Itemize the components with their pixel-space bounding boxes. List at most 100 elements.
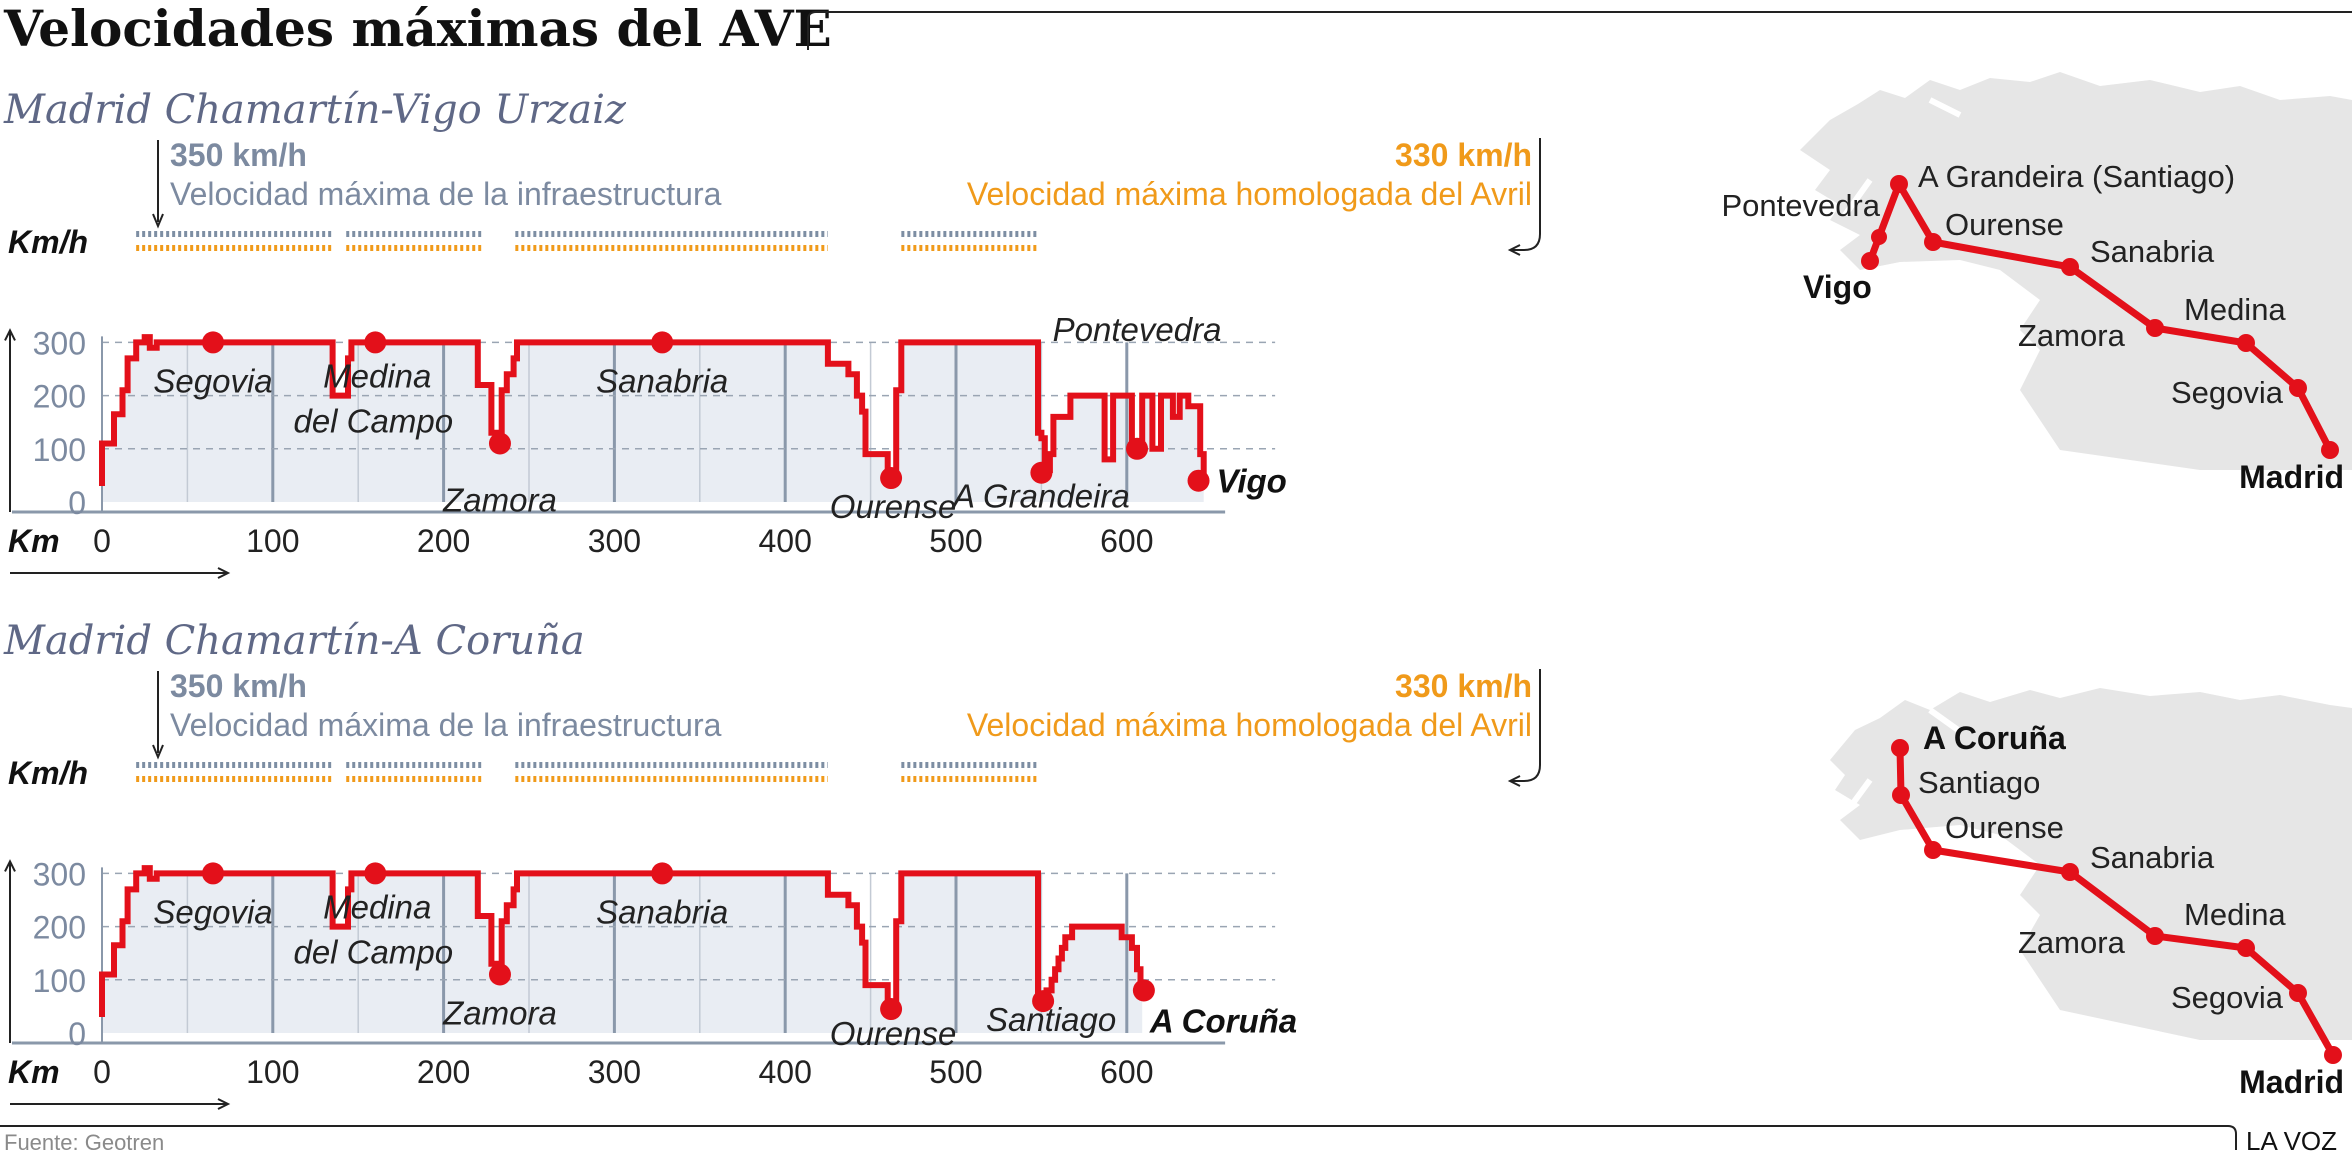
- annotation-infra-value: 350 km/h: [170, 668, 307, 704]
- map-dot-vigo: [1861, 252, 1879, 270]
- y-tick-label: 100: [33, 963, 86, 999]
- map-label-medina: Medina: [2184, 292, 2286, 327]
- chart-title: Madrid Chamartín-A Coruña: [3, 618, 585, 664]
- map-label-segovia: Segovia: [2171, 980, 2284, 1015]
- x-tick-label: 300: [588, 523, 641, 559]
- station-dot: [1187, 469, 1210, 492]
- station-label: Ourense: [830, 488, 957, 525]
- map-coast-detail: [1842, 97, 1962, 217]
- map-route-coruna: [1896, 747, 2337, 1057]
- x-tick-label: 400: [759, 523, 812, 559]
- map-dot-ourense: [1924, 233, 1942, 251]
- annotation-infra-text: Velocidad máxima de la infraestructura: [170, 707, 722, 743]
- x-tick-label: 0: [93, 523, 111, 559]
- y-tick-label: 200: [33, 379, 86, 415]
- station-dot: [488, 963, 511, 986]
- station-label-line: Medina: [323, 357, 431, 394]
- map-dot-ourense: [1924, 841, 1942, 859]
- station-dot: [1032, 990, 1055, 1013]
- x-axis-arrow: [10, 1098, 231, 1110]
- station-dot: [1030, 461, 1053, 484]
- x-tick-label: 300: [588, 1054, 641, 1090]
- y-tick-label: 0: [68, 1016, 86, 1052]
- annotation-avril-value: 330 km/h: [1395, 137, 1532, 173]
- speed-profile-line: [99, 334, 1207, 486]
- station-dot: [651, 862, 674, 885]
- annotation-avril-value: 330 km/h: [1395, 668, 1532, 704]
- map-label-grandeira: A Grandeira (Santiago): [1918, 159, 2235, 194]
- title-rule: [807, 11, 2352, 50]
- source-note: Fuente: Geotren: [4, 1130, 164, 1155]
- y-axis-arrow: [4, 859, 16, 1043]
- map-dot-pontevedra: [1871, 229, 1887, 245]
- y-tick-label: 100: [33, 432, 86, 468]
- map-label-madrid: Madrid: [2239, 459, 2344, 495]
- station-label: Ourense: [830, 1015, 957, 1052]
- station-label: Medina del Campo: [293, 357, 453, 439]
- station-dot: [202, 862, 225, 885]
- map-label-vigo: Vigo: [1803, 269, 1872, 305]
- y-axis-arrow: [4, 328, 16, 512]
- map-label-medina: Medina: [2184, 897, 2286, 932]
- x-tick-label: 200: [417, 1054, 470, 1090]
- station-label: Sanabria: [596, 893, 728, 930]
- station-label: Medina del Campo: [293, 888, 453, 970]
- speed-area: [102, 337, 1204, 502]
- brand-label: LA VOZ: [2246, 1126, 2337, 1155]
- annotation-avril-pointer: [1507, 138, 1541, 256]
- map-coruna: Madrid Segovia Medina Zamora Sanabria Ou…: [1830, 688, 2352, 1100]
- station-label: Zamora: [442, 481, 557, 518]
- x-tick-label: 500: [929, 523, 982, 559]
- map-label-zamora: Zamora: [2018, 318, 2126, 353]
- x-tick-label: 600: [1100, 1054, 1153, 1090]
- station-dot: [202, 331, 225, 354]
- map-dot-grandeira: [1890, 175, 1908, 193]
- map-dot-madrid: [2324, 1046, 2342, 1064]
- speed-area: [102, 868, 1143, 1033]
- station-label: A Grandeira: [951, 478, 1130, 515]
- station-label: Segovia: [153, 893, 272, 930]
- map-label-segovia: Segovia: [2171, 375, 2284, 410]
- station-label: Sanabria: [596, 362, 728, 399]
- map-land-coruna: [1830, 688, 2352, 1040]
- x-axis-label: Km: [8, 1054, 60, 1090]
- x-axis-label: Km: [8, 523, 60, 559]
- station-label: Santiago: [986, 1001, 1116, 1038]
- y-tick-label: 0: [68, 485, 86, 521]
- station-label: Segovia: [153, 362, 272, 399]
- chart-vigo: Madrid Chamartín-Vigo Urzaiz 0 100 200 300 0 1…: [3, 87, 1541, 579]
- station-label: Pontevedra: [1053, 311, 1222, 348]
- main-title: Velocidades máximas del AVE: [3, 0, 832, 58]
- station-dot: [1132, 979, 1155, 1002]
- annotation-infra-value: 350 km/h: [170, 137, 307, 173]
- map-vigo: Madrid Segovia Medina Zamora Sanabria Ou…: [1721, 72, 2352, 495]
- map-label-sanabria: Sanabria: [2090, 840, 2215, 875]
- x-tick-label: 0: [93, 1054, 111, 1090]
- chart-title: Madrid Chamartín-Vigo Urzaiz: [3, 87, 627, 133]
- map-dot-medina: [2237, 939, 2255, 957]
- speed-profile-line: [99, 865, 1144, 1017]
- annotation-infra-pointer: [152, 671, 164, 760]
- annotation-avril-text: Velocidad máxima homologada del Avril: [967, 707, 1532, 743]
- station-label-line: del Campo: [293, 402, 453, 439]
- x-tick-label: 200: [417, 523, 470, 559]
- map-dot-zamora: [2146, 927, 2164, 945]
- map-label-ourense: Ourense: [1945, 810, 2064, 845]
- map-dot-coruna: [1891, 739, 1909, 757]
- footer-rule: [0, 1125, 2237, 1150]
- station-dot: [651, 331, 674, 354]
- map-label-coruna: A Coruña: [1923, 720, 2066, 756]
- map-label-pontevedra: Pontevedra: [1721, 188, 1880, 223]
- y-axis-label: Km/h: [8, 755, 88, 791]
- map-dot-santiago: [1892, 786, 1910, 804]
- map-label-ourense: Ourense: [1945, 207, 2064, 242]
- chart-coruna: Madrid Chamartín-A Coruña 0 100 200 300 0 100 2…: [3, 618, 1541, 1110]
- map-dot-segovia: [2289, 379, 2307, 397]
- station-dot: [364, 862, 387, 885]
- map-label-santiago: Santiago: [1918, 765, 2040, 800]
- map-coast-detail: [1845, 707, 1960, 812]
- x-tick-label: 600: [1100, 523, 1153, 559]
- map-dot-sanabria: [2061, 863, 2079, 881]
- station-label-line: Medina: [323, 888, 431, 925]
